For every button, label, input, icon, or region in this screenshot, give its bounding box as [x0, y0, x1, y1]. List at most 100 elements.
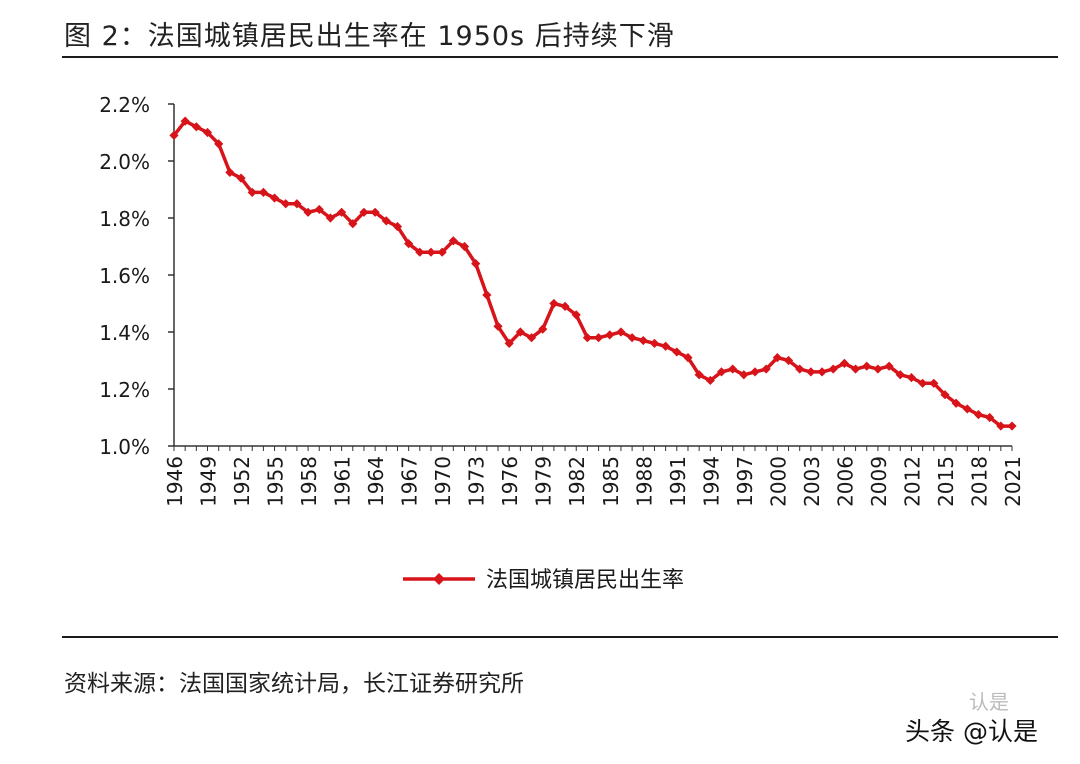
data-point — [850, 364, 861, 374]
watermark-badge: 认是 — [969, 690, 1009, 714]
data-point — [716, 367, 727, 377]
data-point — [605, 330, 615, 340]
data-point — [772, 353, 782, 363]
x-tick-label: 1949 — [197, 456, 221, 507]
x-tick-label: 1994 — [699, 456, 723, 507]
data-point — [649, 338, 660, 348]
x-tick-label: 1985 — [599, 456, 623, 507]
y-tick-label: 2.2% — [99, 93, 150, 117]
watermark: 认是 头条 @认是 — [905, 690, 1038, 748]
top-rule — [62, 56, 1058, 58]
data-point — [381, 216, 391, 226]
data-point — [593, 333, 604, 343]
data-point — [839, 358, 849, 368]
data-point — [370, 207, 380, 217]
y-tick-label: 1.8% — [99, 207, 150, 231]
data-point — [973, 410, 984, 420]
data-point — [303, 207, 313, 217]
data-point — [538, 324, 548, 334]
x-tick-label: 1952 — [230, 456, 254, 507]
data-point — [560, 301, 570, 311]
data-point — [929, 378, 939, 388]
x-tick-label: 2000 — [766, 456, 790, 507]
data-point — [906, 373, 917, 383]
x-tick-label: 2021 — [1001, 456, 1025, 507]
x-tick-label: 1973 — [465, 456, 489, 507]
data-point — [985, 412, 995, 423]
x-tick-label: 1997 — [733, 456, 757, 507]
line-chart: 1.0% 1.2% 1.4% 1.6% 1.8% 2.0% 2.2% 1946 1949 195… — [99, 93, 1025, 593]
x-tick-label: 2003 — [800, 456, 824, 507]
series-line — [172, 119, 1012, 428]
legend-label: 法国城镇居民出生率 — [486, 568, 684, 593]
watermark-text: 头条 @认是 — [905, 717, 1038, 746]
data-point — [426, 247, 436, 257]
x-tick-label: 1967 — [398, 456, 422, 507]
x-tick-label: 1976 — [498, 456, 522, 507]
data-point — [549, 298, 559, 309]
data-point — [471, 259, 481, 269]
data-point — [258, 187, 268, 197]
data-point — [817, 367, 827, 377]
x-tick-label: 1988 — [632, 456, 656, 507]
data-point — [236, 173, 246, 183]
x-tick-label: 1961 — [331, 456, 355, 507]
data-point — [951, 398, 961, 408]
data-point — [728, 364, 738, 374]
data-point — [616, 327, 626, 337]
y-tick-label: 1.6% — [99, 264, 150, 288]
data-point — [404, 239, 414, 249]
data-point — [292, 199, 302, 209]
data-point — [884, 361, 894, 371]
data-point — [191, 122, 201, 132]
y-tick-label: 2.0% — [99, 150, 150, 174]
data-point — [672, 347, 682, 357]
x-tick-label: 1955 — [264, 456, 288, 507]
data-point — [996, 421, 1006, 431]
data-point — [683, 353, 693, 363]
data-point — [571, 310, 581, 320]
source-note: 资料来源：法国国家统计局，长江证券研究所 — [64, 671, 524, 697]
data-point — [281, 199, 291, 209]
x-tick-label: 1982 — [565, 456, 589, 507]
data-point — [962, 404, 972, 414]
x-tick-label: 2012 — [900, 456, 924, 507]
data-point — [214, 139, 224, 149]
y-tick-label: 1.4% — [99, 321, 150, 345]
legend-marker — [433, 573, 445, 585]
y-tick-label: 1.0% — [99, 435, 150, 459]
data-point — [862, 361, 872, 371]
data-point — [638, 335, 648, 346]
data-point — [359, 207, 369, 217]
data-point — [180, 116, 190, 126]
data-point — [482, 290, 492, 300]
data-point — [348, 219, 358, 229]
x-tick-label: 1946 — [163, 456, 187, 507]
data-point — [337, 207, 347, 217]
data-point — [526, 333, 537, 343]
data-point — [247, 187, 257, 197]
data-point — [169, 130, 179, 140]
data-point — [515, 327, 525, 337]
data-point — [750, 367, 760, 377]
data-point — [873, 364, 883, 374]
x-tick-label: 2015 — [934, 456, 958, 507]
data-point — [783, 355, 794, 366]
data-point — [918, 378, 928, 388]
x-tick-label: 1964 — [364, 456, 388, 507]
data-point — [828, 364, 838, 374]
x-tick-label: 2009 — [867, 456, 891, 507]
data-point — [739, 370, 749, 380]
data-point — [392, 221, 403, 232]
data-point — [1007, 421, 1017, 431]
data-point — [269, 193, 280, 203]
x-axis: 1946 1949 1952 1955 1958 1961 1964 1967 1970 1973… — [163, 445, 1025, 507]
data-point — [806, 367, 816, 377]
x-tick-label: 2006 — [833, 456, 857, 507]
data-point — [493, 321, 503, 331]
data-point — [795, 364, 805, 374]
data-point — [202, 127, 213, 138]
data-point — [761, 364, 771, 374]
data-point — [314, 204, 324, 215]
data-point — [582, 333, 593, 343]
